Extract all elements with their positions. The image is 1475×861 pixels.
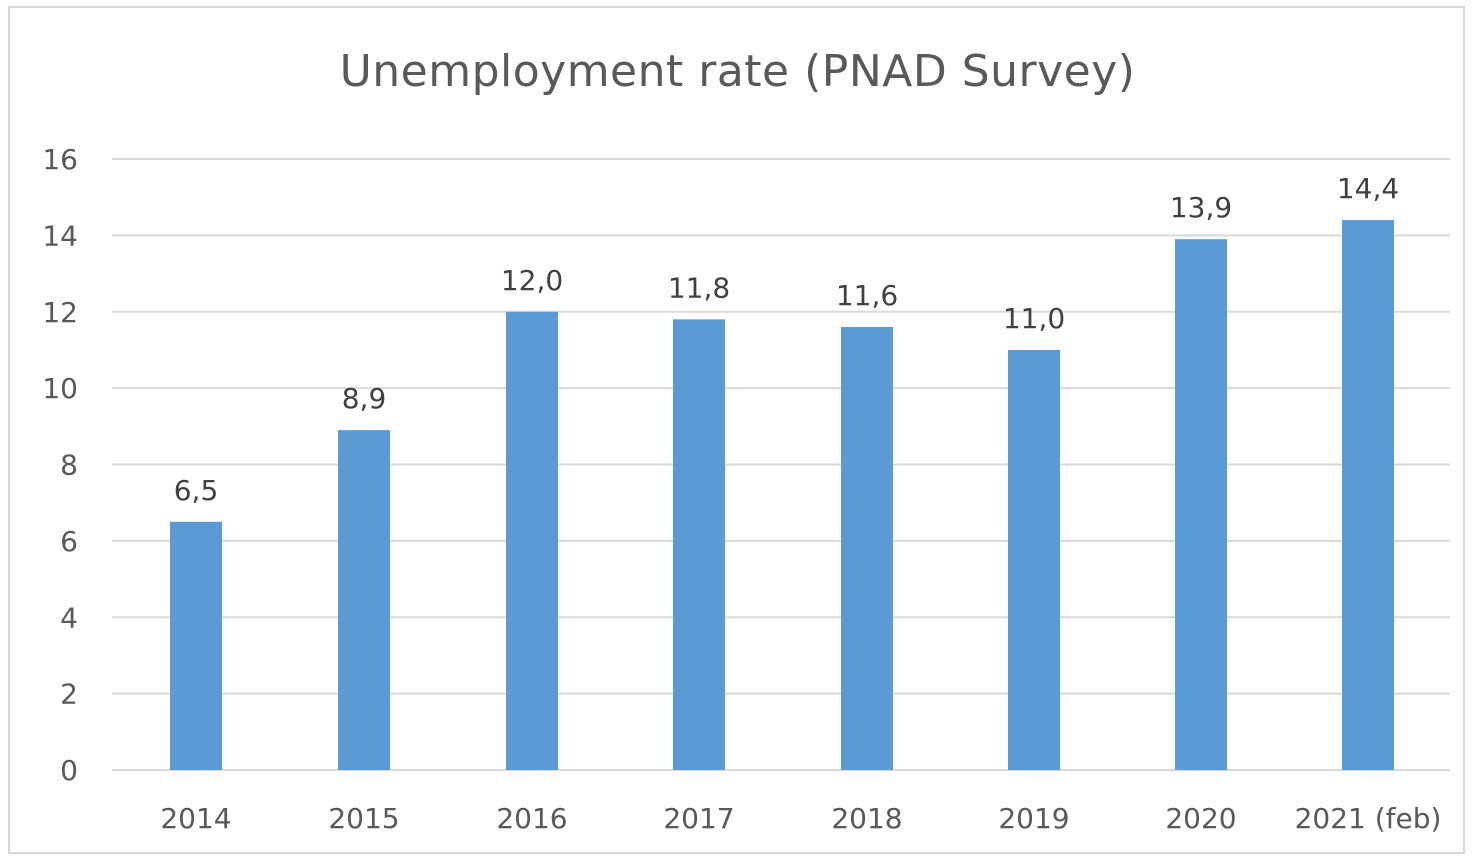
y-tick-label: 2 [60,678,78,711]
y-tick-label: 10 [42,372,78,405]
x-tick-label: 2018 [831,802,902,835]
x-tick-label: 2015 [328,802,399,835]
y-tick-label: 4 [60,601,78,634]
data-label: 14,4 [1337,172,1399,205]
bar [673,319,725,770]
data-label: 11,6 [836,279,898,312]
x-tick-label: 2014 [160,802,231,835]
bar [1342,220,1394,771]
x-axis-ticks: 2014 2015 2016 2017 2018 2019 2020 2021 (feb) [160,802,1441,835]
data-label: 6,5 [174,474,219,507]
y-tick-label: 0 [60,754,78,787]
data-label: 8,9 [342,382,387,415]
bars [170,220,1394,771]
data-label: 12,0 [501,264,563,297]
x-tick-label: 2021 (feb) [1295,802,1442,835]
bar [506,311,558,770]
x-tick-label: 2020 [1165,802,1236,835]
y-tick-label: 8 [60,449,78,482]
x-tick-label: 2016 [496,802,567,835]
bar [170,521,222,770]
bar [1008,349,1060,770]
data-label: 11,8 [668,271,730,304]
gridlines [112,158,1450,771]
data-label: 11,0 [1003,302,1065,335]
bar [841,327,893,770]
chart-title: Unemployment rate (PNAD Survey) [339,46,1136,97]
bar [338,430,390,770]
bar [1175,239,1227,771]
data-labels: 6,5 8,9 12,0 11,8 11,6 11,0 13,9 14,4 [174,172,1399,507]
data-label: 13,9 [1170,191,1232,224]
x-tick-label: 2017 [663,802,734,835]
y-tick-label: 14 [42,219,78,252]
y-tick-label: 16 [42,143,78,176]
x-tick-label: 2019 [998,802,1069,835]
y-axis-ticks: 0 2 4 6 8 10 12 14 16 [42,143,78,787]
y-tick-label: 12 [42,296,78,329]
y-tick-label: 6 [60,525,78,558]
